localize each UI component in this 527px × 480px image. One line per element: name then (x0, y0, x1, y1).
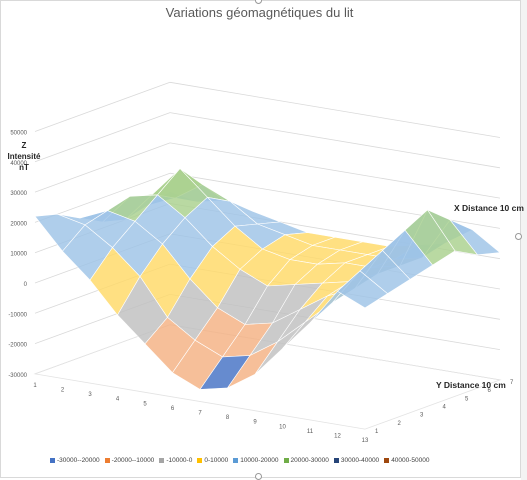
z-tick-label: 20000 (10, 221, 27, 227)
x-tick-label: 2 (61, 388, 65, 394)
x-tick-label: 11 (307, 429, 314, 435)
z-axis-title: Z Intensité nT (2, 140, 46, 173)
z-tick-label: 40000 (10, 161, 27, 167)
y-tick-label: 7 (510, 380, 514, 386)
z-tick-label: -30000 (8, 373, 27, 379)
legend-item: -20000--10000 (104, 457, 155, 464)
resize-handle-right[interactable] (515, 233, 522, 240)
x-tick-label: 9 (253, 420, 257, 426)
legend-label: 40000-50000 (391, 457, 430, 464)
legend-swatch (197, 458, 203, 463)
side-wall-gridline (34, 81, 171, 132)
z-tick-label: 10000 (10, 252, 27, 258)
scrollbar[interactable] (521, 0, 527, 480)
legend-item: 40000-50000 (384, 457, 430, 464)
z-axis-title-line1: Z (21, 141, 27, 150)
z-axis-title-line2: Intensité nT (7, 152, 41, 172)
back-wall-gridline (169, 81, 501, 138)
legend-label: 30000-40000 (340, 457, 380, 464)
x-tick-label: 4 (116, 397, 120, 403)
z-tick-label: 50000 (10, 131, 27, 137)
legend-swatch (283, 458, 289, 463)
legend-item: 30000-40000 (333, 457, 380, 464)
legend-swatch (50, 458, 55, 463)
legend-label: 0-10000 (204, 457, 229, 464)
legend-item: 10000-20000 (233, 457, 279, 464)
z-tick-label: 0 (24, 282, 28, 288)
legend-item: -30000--20000 (50, 457, 100, 464)
legend-swatch (159, 458, 165, 463)
legend-label: 10000-20000 (240, 457, 279, 464)
legend-swatch (233, 458, 239, 463)
legend-label: -30000--20000 (57, 457, 100, 464)
z-tick-label: -10000 (8, 312, 27, 318)
side-wall-gridline (34, 142, 171, 193)
x-tick-label: 12 (334, 434, 341, 440)
side-wall-gridline (34, 112, 171, 163)
y-tick-label: 2 (398, 421, 402, 427)
x-tick-label: 7 (198, 411, 202, 417)
legend-label: 20000-30000 (290, 457, 329, 464)
z-tick-label: -20000 (8, 343, 27, 349)
back-wall-gridline (169, 142, 501, 199)
surface-cell (336, 270, 389, 309)
legend-swatch (333, 458, 339, 463)
legend-item: 20000-30000 (283, 457, 329, 464)
x-tick-label: 3 (88, 392, 92, 398)
z-tick-label: 30000 (10, 191, 27, 197)
legend-item: 0-10000 (197, 457, 228, 464)
x-tick-label: 1 (33, 383, 37, 389)
legend-swatch (384, 458, 390, 463)
y-tick-label: 3 (420, 413, 424, 419)
x-tick-label: 13 (362, 438, 369, 444)
floor (33, 324, 502, 430)
x-axis-title: X Distance 10 cm (454, 203, 524, 213)
back-wall-gridline (169, 112, 501, 169)
y-tick-label: 5 (465, 396, 469, 402)
resize-handle-top[interactable] (255, 0, 262, 4)
x-tick-label: 10 (279, 424, 286, 430)
x-tick-label: 6 (171, 406, 175, 412)
legend-label: -10000-0 (166, 457, 193, 464)
y-axis-title: Y Distance 10 cm (436, 380, 506, 390)
chart-legend: -30000--20000 -20000--10000 -10000-0 0-1000… (50, 457, 470, 464)
x-tick-label: 8 (226, 415, 230, 421)
legend-item: -10000-0 (159, 457, 192, 464)
chart-title: Variations géomagnétiques du lit (165, 5, 354, 20)
y-tick-label: 6 (488, 388, 492, 394)
y-tick-label: 4 (443, 405, 447, 411)
y-tick-label: 1 (375, 429, 379, 435)
legend-label: -20000--10000 (111, 457, 155, 464)
legend-swatch (104, 458, 110, 463)
resize-handle-bottom[interactable] (255, 473, 262, 480)
x-tick-label: 5 (143, 401, 147, 407)
